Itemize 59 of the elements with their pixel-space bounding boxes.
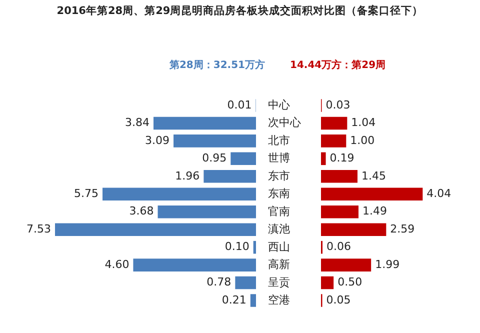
- data-label: 1.99: [375, 258, 400, 271]
- y-tick-label: 世博: [268, 152, 290, 165]
- bar: [133, 258, 256, 272]
- data-label: 1.49: [362, 204, 387, 218]
- bar: [235, 276, 256, 290]
- bar: [321, 152, 326, 166]
- data-label: 3.09: [145, 134, 170, 147]
- data-label: 4.60: [104, 258, 130, 271]
- bar: [321, 188, 423, 201]
- data-label: 0.01: [227, 98, 252, 112]
- bar: [102, 188, 256, 201]
- y-tick-label: 东市: [268, 169, 290, 182]
- data-label: 1.04: [351, 116, 376, 130]
- data-label: 0.78: [206, 276, 232, 289]
- data-label: 0.10: [224, 240, 250, 254]
- text: 14.44万方：第29周: [290, 58, 386, 72]
- data-label: 1.45: [361, 169, 386, 182]
- data-label: 3.68: [129, 204, 154, 218]
- data-label: 1.96: [175, 169, 200, 182]
- bar: [321, 116, 348, 130]
- bar: [321, 276, 334, 290]
- y-tick-label: 官南: [268, 204, 290, 218]
- bar: [250, 294, 256, 307]
- bar: [321, 205, 358, 218]
- y-tick-label: 高新: [268, 258, 290, 272]
- y-tick-label: 中心: [268, 98, 290, 112]
- data-label: 3.84: [125, 116, 150, 130]
- data-label: 7.53: [26, 222, 51, 236]
- bar: [174, 134, 256, 148]
- data-label: 0.21: [222, 293, 246, 306]
- bar: [154, 116, 256, 130]
- y-tick-label: 空港: [268, 294, 290, 307]
- y-tick-label: 呈贡: [268, 276, 290, 289]
- y-tick-label: 次中心: [268, 116, 301, 130]
- text: 第28周：32.51万方: [169, 58, 265, 72]
- bar: [321, 170, 358, 183]
- data-label: 0.06: [326, 240, 352, 254]
- bar: [321, 223, 386, 236]
- data-label: 5.75: [74, 186, 99, 200]
- data-label: 2.59: [390, 222, 415, 236]
- data-label: 0.19: [330, 152, 354, 165]
- bar: [204, 170, 256, 183]
- bar: [158, 205, 256, 218]
- data-label: 0.05: [326, 293, 351, 306]
- y-tick-label: 滇池: [268, 222, 290, 236]
- bar: [230, 152, 256, 166]
- bar: [321, 258, 372, 272]
- chart-title: 2016年第28周、第29周昆明商品房各板块成交面积对比图（备案口径下）: [56, 4, 424, 18]
- bar: [253, 240, 256, 254]
- y-tick-label: 东南: [268, 187, 290, 200]
- bar: [321, 134, 346, 148]
- data-label: 0.03: [326, 98, 350, 112]
- data-label: 0.50: [338, 276, 362, 289]
- data-label: 1.00: [350, 134, 375, 147]
- data-label: 4.04: [426, 186, 452, 200]
- y-tick-label: 西山: [268, 240, 290, 254]
- y-tick-label: 北市: [268, 134, 290, 147]
- data-label: 0.95: [202, 152, 227, 165]
- bar: [55, 223, 256, 236]
